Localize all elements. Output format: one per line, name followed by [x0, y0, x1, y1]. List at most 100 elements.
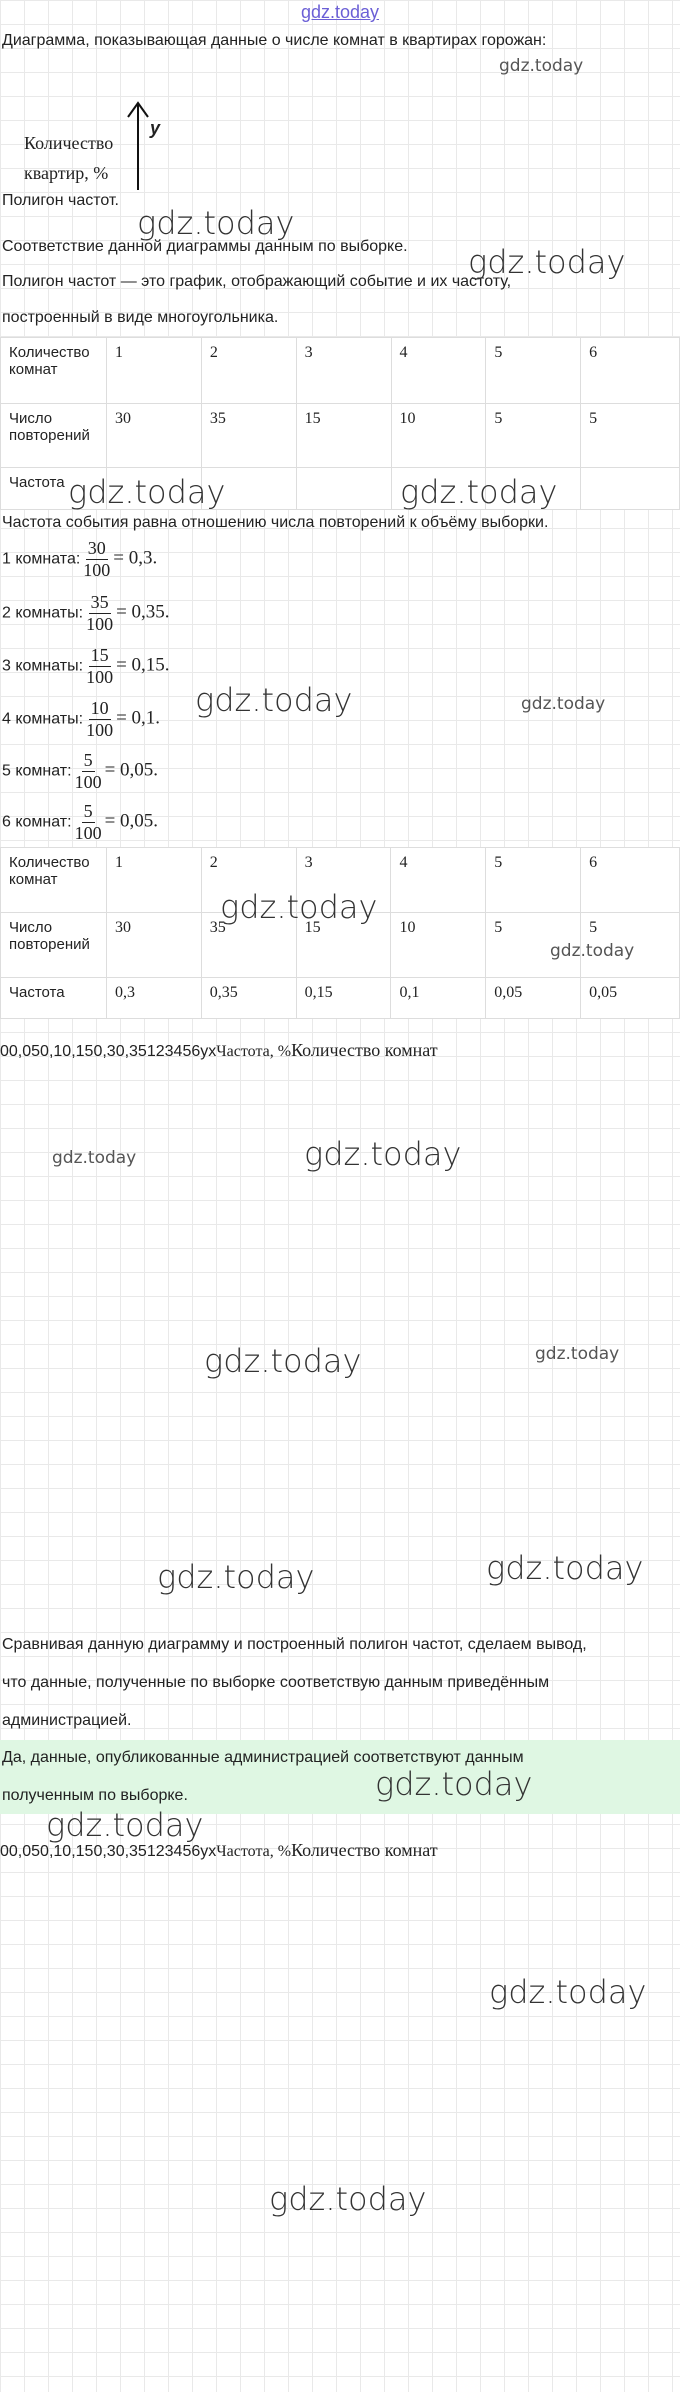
table-row: Число повторений 30 35 15 10 5 5: [0, 912, 680, 978]
table-cell: Число повторений: [0, 912, 107, 978]
y-tick-label: 0,35: [115, 1043, 147, 1060]
table-row: Частота 0,3 0,35 0,15 0,1 0,05 0,05: [0, 977, 680, 1019]
watermark: gdz.today: [269, 2180, 427, 2218]
fraction-label: 1 комната:: [2, 550, 81, 568]
fraction: 10 100: [86, 698, 113, 741]
conclusion-box: [0, 1740, 680, 1814]
paragraph: Полигон частот — это график, отображающи…: [2, 273, 512, 290]
table-cell: 30: [105, 912, 202, 978]
paragraph: построенный в виде многоугольника.: [2, 309, 279, 326]
y-tick-label: 0,1: [40, 1043, 63, 1060]
table-cell: Число повторений: [0, 403, 107, 468]
table-cell: 5: [580, 403, 680, 468]
table-cell: [105, 467, 202, 510]
table-cell: 0,05: [580, 977, 680, 1019]
x-tick-label: 6: [191, 1843, 201, 1860]
table-cell: [390, 467, 487, 510]
table-cell: 5: [580, 912, 680, 978]
watermark: gdz.today: [486, 1549, 644, 1587]
paragraph: Сравнивая данную диаграмму и построенный…: [2, 1636, 587, 1653]
fraction-label: 4 комнаты:: [2, 710, 84, 728]
watermark: gdz.today: [204, 1342, 362, 1380]
snippet-axis-label: Количество квартир, %: [24, 133, 114, 183]
x-axis-title: Количество комнат: [291, 1040, 438, 1060]
fraction-label: 5 комнат:: [2, 762, 72, 780]
table: Количество комнат 1 2 3 4 5 6 Число повторений 3…: [0, 847, 680, 1019]
paragraph: Частота события равна отношению числа по…: [2, 514, 549, 531]
table-cell: 0,1: [390, 977, 487, 1019]
watermark: gdz.today: [375, 1765, 533, 1803]
x-tick-label: 4: [173, 1043, 183, 1060]
fraction: 15 100: [86, 645, 113, 688]
watermark: gdz.today: [499, 56, 584, 76]
table-cell: 5: [485, 403, 582, 468]
numerator: 5: [81, 750, 95, 772]
table: Количество комнат 1 2 3 4 5 6 Число повторений 3…: [0, 337, 680, 510]
numerator: 10: [88, 698, 111, 720]
fraction-line: 4 комнаты: 10 100 = 0,1.: [2, 698, 160, 741]
y-tick-label: 0,15: [62, 1043, 94, 1060]
table-cell: Количество комнат: [0, 337, 107, 404]
table-cell: 10: [390, 912, 487, 978]
x-tick-label: 3: [164, 1043, 174, 1060]
table-cell: 6: [580, 847, 680, 913]
fraction: 5 100: [75, 750, 102, 793]
watermark: gdz.today: [68, 473, 226, 511]
fraction-line: 3 комнаты: 15 100 = 0,15.: [2, 645, 170, 688]
table-cell: 5: [485, 847, 582, 913]
table-cell: 0,3: [105, 977, 202, 1019]
denominator: 100: [86, 614, 114, 634]
table-cell: 2: [200, 337, 297, 404]
watermark: gdz.today: [550, 941, 635, 961]
table-cell: Частота: [0, 467, 107, 510]
x-axis-title: Количество комнат: [291, 1840, 438, 1860]
fraction: 5 100: [75, 801, 102, 844]
y-tick-label: 0,05: [8, 1043, 41, 1060]
table-cell: 1: [105, 337, 202, 404]
fraction-result: = 0,35.: [116, 601, 170, 623]
fraction-result: = 0,05.: [104, 759, 159, 781]
table-cell: 6: [580, 337, 680, 404]
fraction-result: = 0,3.: [113, 547, 158, 569]
x-tick-label: 4: [173, 1843, 183, 1860]
paragraph: Соответствие данной диаграммы данным по …: [2, 238, 408, 255]
table-cell: 1: [105, 847, 202, 913]
y-tick-label: 0,1: [40, 1843, 63, 1860]
y-tick-label: 0,3: [93, 1843, 116, 1860]
watermark: gdz.today: [535, 1344, 620, 1364]
table-cell: 4: [390, 847, 487, 913]
watermark: gdz.today: [220, 888, 378, 926]
watermark: gdz.today: [489, 1973, 647, 2011]
paragraph: что данные, полученные по выборке соотве…: [2, 1674, 550, 1691]
line-chart: 00,050,10,150,30,35123456yxЧастота, %Кол…: [0, 1040, 438, 1061]
table-cell: Частота: [0, 977, 107, 1019]
watermark: gdz.today: [195, 681, 353, 719]
fraction-label: 3 комнаты:: [2, 657, 84, 675]
denominator: 100: [74, 772, 102, 792]
line-chart: 00,050,10,150,30,35123456yxЧастота, %Кол…: [0, 1840, 438, 1861]
x-tick-label: 5: [182, 1843, 192, 1860]
origin-label: 0: [0, 1043, 9, 1060]
table-cell: 3: [295, 337, 392, 404]
x-tick-label: 2: [155, 1043, 165, 1060]
numerator: 15: [88, 645, 111, 667]
y-tick-label: 0,05: [8, 1843, 41, 1860]
table-cell: [295, 467, 392, 510]
table-cell: 5: [485, 912, 582, 978]
fraction-result: = 0,1.: [116, 707, 161, 729]
table-cell: [485, 467, 582, 510]
fraction-line: 2 комнаты: 35 100 = 0,35.: [2, 592, 170, 635]
x-tick-label: 5: [182, 1043, 192, 1060]
x-label: x: [208, 1843, 217, 1860]
watermark: gdz.today: [304, 1135, 462, 1173]
fraction-line: 1 комната: 30 100 = 0,3.: [2, 538, 157, 581]
watermark: gdz.today: [468, 243, 626, 281]
x-tick-label: 2: [155, 1843, 165, 1860]
y-tick-label: 0,3: [93, 1043, 116, 1060]
table-cell: 15: [295, 403, 392, 468]
snippet-y-label: y: [150, 118, 161, 138]
fraction: 35 100: [86, 592, 113, 635]
watermark: gdz.today: [137, 204, 295, 242]
fraction: 30 100: [83, 538, 110, 581]
table-row: Частота: [0, 467, 680, 510]
